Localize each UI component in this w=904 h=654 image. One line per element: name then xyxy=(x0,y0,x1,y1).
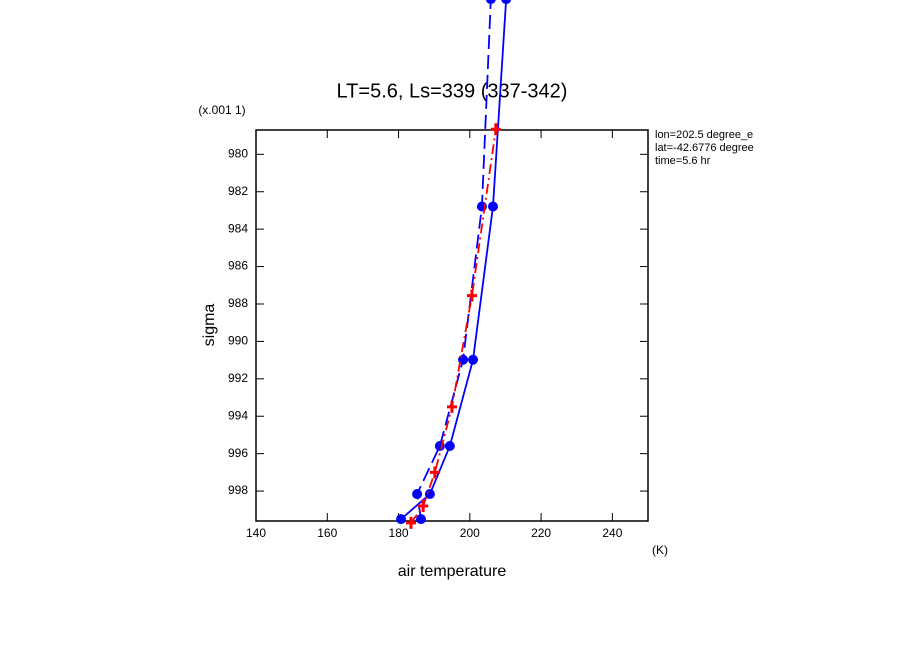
x-axis-label: air temperature xyxy=(398,563,507,580)
point xyxy=(490,123,501,136)
y-tick-label: 982 xyxy=(228,184,248,198)
point xyxy=(418,500,429,513)
series-line xyxy=(416,0,492,520)
note: time=5.6 hr xyxy=(655,155,711,167)
y-tick-label: 990 xyxy=(228,334,248,348)
point xyxy=(501,0,512,5)
chart-title: LT=5.6, Ls=339 (337-342) xyxy=(337,80,568,102)
y-tick-label: 986 xyxy=(228,259,248,273)
series-line xyxy=(400,0,508,520)
y-tick-label: 992 xyxy=(228,371,248,385)
note: lon=202.5 degree_e xyxy=(655,129,753,141)
series-line xyxy=(410,129,497,524)
x-tick-label: 200 xyxy=(460,526,480,540)
point xyxy=(444,440,455,451)
point xyxy=(415,514,426,525)
note: lat=-42.6776 degree xyxy=(655,142,754,154)
x-tick-label: 160 xyxy=(317,526,337,540)
x-units: (K) xyxy=(652,543,668,557)
plot-frame xyxy=(255,129,649,522)
y-axis-label: sigma xyxy=(201,304,218,347)
x-tick-label: 180 xyxy=(389,526,409,540)
point xyxy=(447,400,457,413)
y-tick-label: 984 xyxy=(228,221,248,235)
y-tick-label: 996 xyxy=(228,446,248,460)
point xyxy=(466,289,477,302)
y-scale-note: (x.001 1) xyxy=(198,103,245,117)
point xyxy=(485,0,496,5)
point xyxy=(406,516,417,529)
point xyxy=(412,489,423,500)
point xyxy=(487,201,498,212)
x-tick-label: 240 xyxy=(602,526,622,540)
point xyxy=(468,354,479,365)
y-tick-label: 980 xyxy=(228,146,248,160)
y-tick-label: 998 xyxy=(228,483,248,497)
x-tick-label: 220 xyxy=(531,526,551,540)
y-tick-label: 988 xyxy=(228,296,248,310)
x-tick-label: 140 xyxy=(246,526,266,540)
point xyxy=(396,514,407,525)
y-tick-label: 994 xyxy=(228,408,248,422)
point xyxy=(429,466,440,479)
